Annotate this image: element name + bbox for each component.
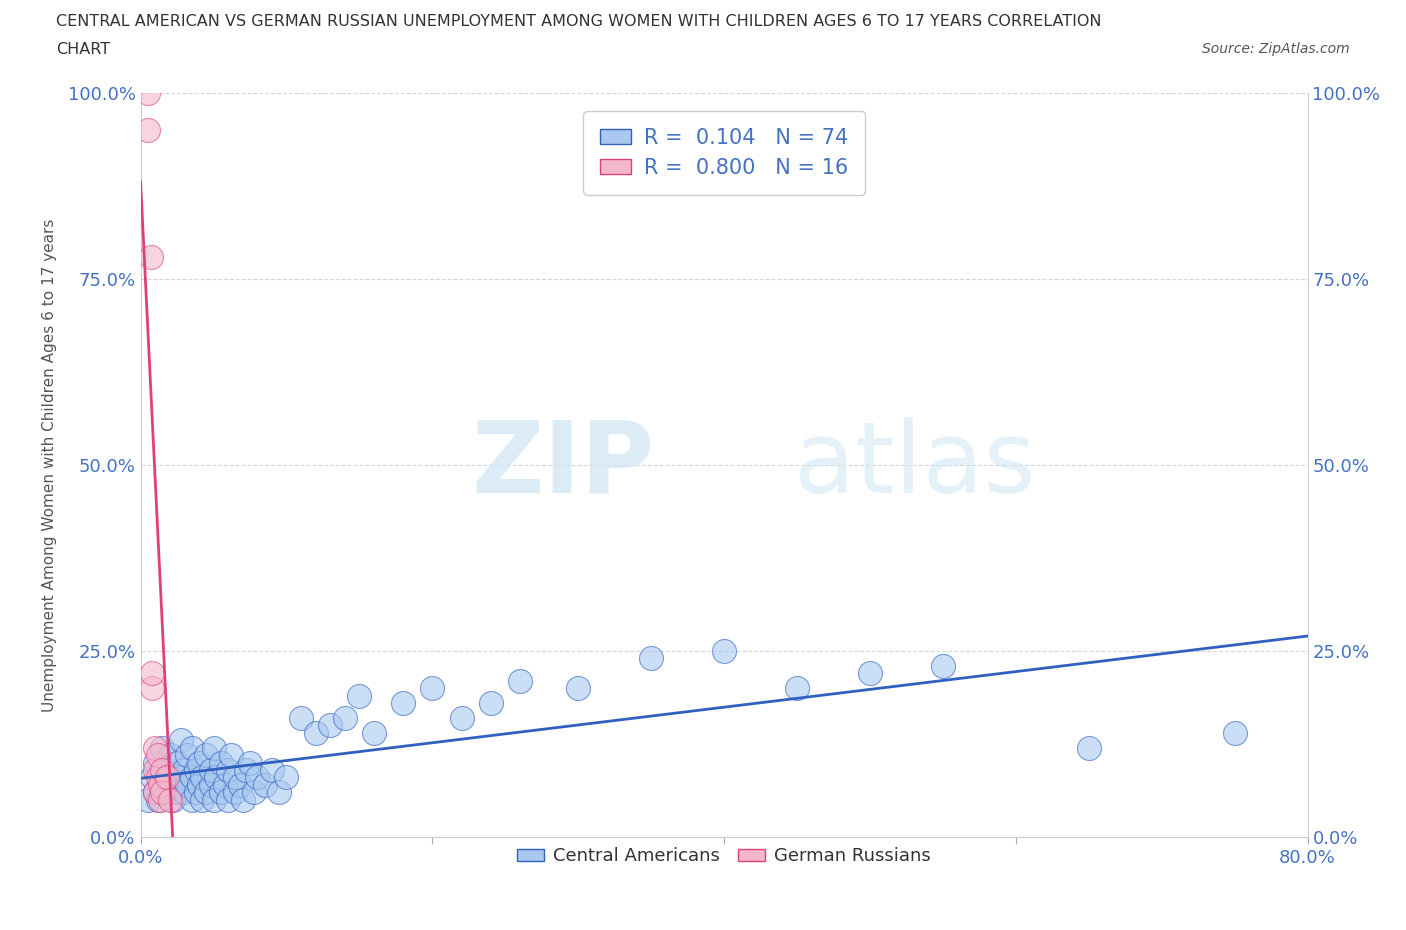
Point <box>224 770 246 785</box>
Point <box>136 792 159 807</box>
Point <box>152 740 174 755</box>
Point <box>392 696 415 711</box>
Point <box>200 777 222 792</box>
Point <box>319 718 342 733</box>
Point <box>188 755 211 770</box>
Point <box>148 792 170 807</box>
Y-axis label: Unemployment Among Women with Children Ages 6 to 17 years: Unemployment Among Women with Children A… <box>42 219 56 711</box>
Point <box>509 673 531 688</box>
Point <box>450 711 472 725</box>
Point <box>200 763 222 777</box>
Point <box>173 763 195 777</box>
Point <box>229 777 252 792</box>
Point <box>141 770 163 785</box>
Point <box>156 763 179 777</box>
Point <box>859 666 882 681</box>
Point <box>333 711 356 725</box>
Point <box>260 763 283 777</box>
Point <box>1223 725 1246 740</box>
Point <box>152 777 174 792</box>
Legend: Central Americans, German Russians: Central Americans, German Russians <box>510 840 938 872</box>
Text: atlas: atlas <box>794 417 1036 513</box>
Point <box>202 740 225 755</box>
Point <box>170 770 193 785</box>
Point <box>640 651 662 666</box>
Point <box>422 681 444 696</box>
Point <box>214 777 236 792</box>
Point <box>209 755 232 770</box>
Point <box>184 763 207 777</box>
Point <box>188 777 211 792</box>
Point <box>159 748 181 763</box>
Point <box>217 792 239 807</box>
Point <box>243 785 266 800</box>
Point <box>276 770 298 785</box>
Point <box>246 770 269 785</box>
Point <box>148 777 170 792</box>
Point <box>146 748 169 763</box>
Point <box>173 785 195 800</box>
Point <box>290 711 312 725</box>
Point <box>166 755 188 770</box>
Point <box>136 86 159 100</box>
Point <box>156 785 179 800</box>
Point <box>152 785 174 800</box>
Point <box>349 688 371 703</box>
Text: ZIP: ZIP <box>471 417 654 513</box>
Point <box>1077 740 1099 755</box>
Point <box>156 770 179 785</box>
Point <box>713 644 735 658</box>
Point <box>152 763 174 777</box>
Point <box>479 696 502 711</box>
Point <box>217 763 239 777</box>
Point <box>162 792 184 807</box>
Point <box>143 740 166 755</box>
Point <box>180 770 202 785</box>
Point <box>219 748 242 763</box>
Point <box>239 755 262 770</box>
Point <box>143 755 166 770</box>
Point <box>170 733 193 748</box>
Point <box>191 770 214 785</box>
Point <box>159 770 181 785</box>
Point <box>139 249 162 264</box>
Point <box>305 725 328 740</box>
Text: CHART: CHART <box>56 42 110 57</box>
Point <box>235 763 257 777</box>
Point <box>141 681 163 696</box>
Point <box>205 770 228 785</box>
Point <box>146 792 169 807</box>
Point <box>567 681 589 696</box>
Point <box>786 681 808 696</box>
Point <box>143 763 166 777</box>
Point <box>143 785 166 800</box>
Point <box>232 792 254 807</box>
Point <box>141 666 163 681</box>
Text: CENTRAL AMERICAN VS GERMAN RUSSIAN UNEMPLOYMENT AMONG WOMEN WITH CHILDREN AGES 6: CENTRAL AMERICAN VS GERMAN RUSSIAN UNEMP… <box>56 14 1102 29</box>
Point <box>202 792 225 807</box>
Point <box>146 770 169 785</box>
Point <box>136 123 159 138</box>
Point <box>159 792 181 807</box>
Point <box>176 748 198 763</box>
Point <box>195 785 218 800</box>
Point <box>166 785 188 800</box>
Text: Source: ZipAtlas.com: Source: ZipAtlas.com <box>1202 42 1350 56</box>
Point <box>253 777 276 792</box>
Point <box>180 792 202 807</box>
Point <box>224 785 246 800</box>
Point <box>363 725 385 740</box>
Point <box>932 658 955 673</box>
Point <box>191 792 214 807</box>
Point <box>269 785 291 800</box>
Point <box>184 785 207 800</box>
Point <box>209 785 232 800</box>
Point <box>176 777 198 792</box>
Point <box>143 785 166 800</box>
Point <box>195 748 218 763</box>
Point <box>162 777 184 792</box>
Point <box>180 740 202 755</box>
